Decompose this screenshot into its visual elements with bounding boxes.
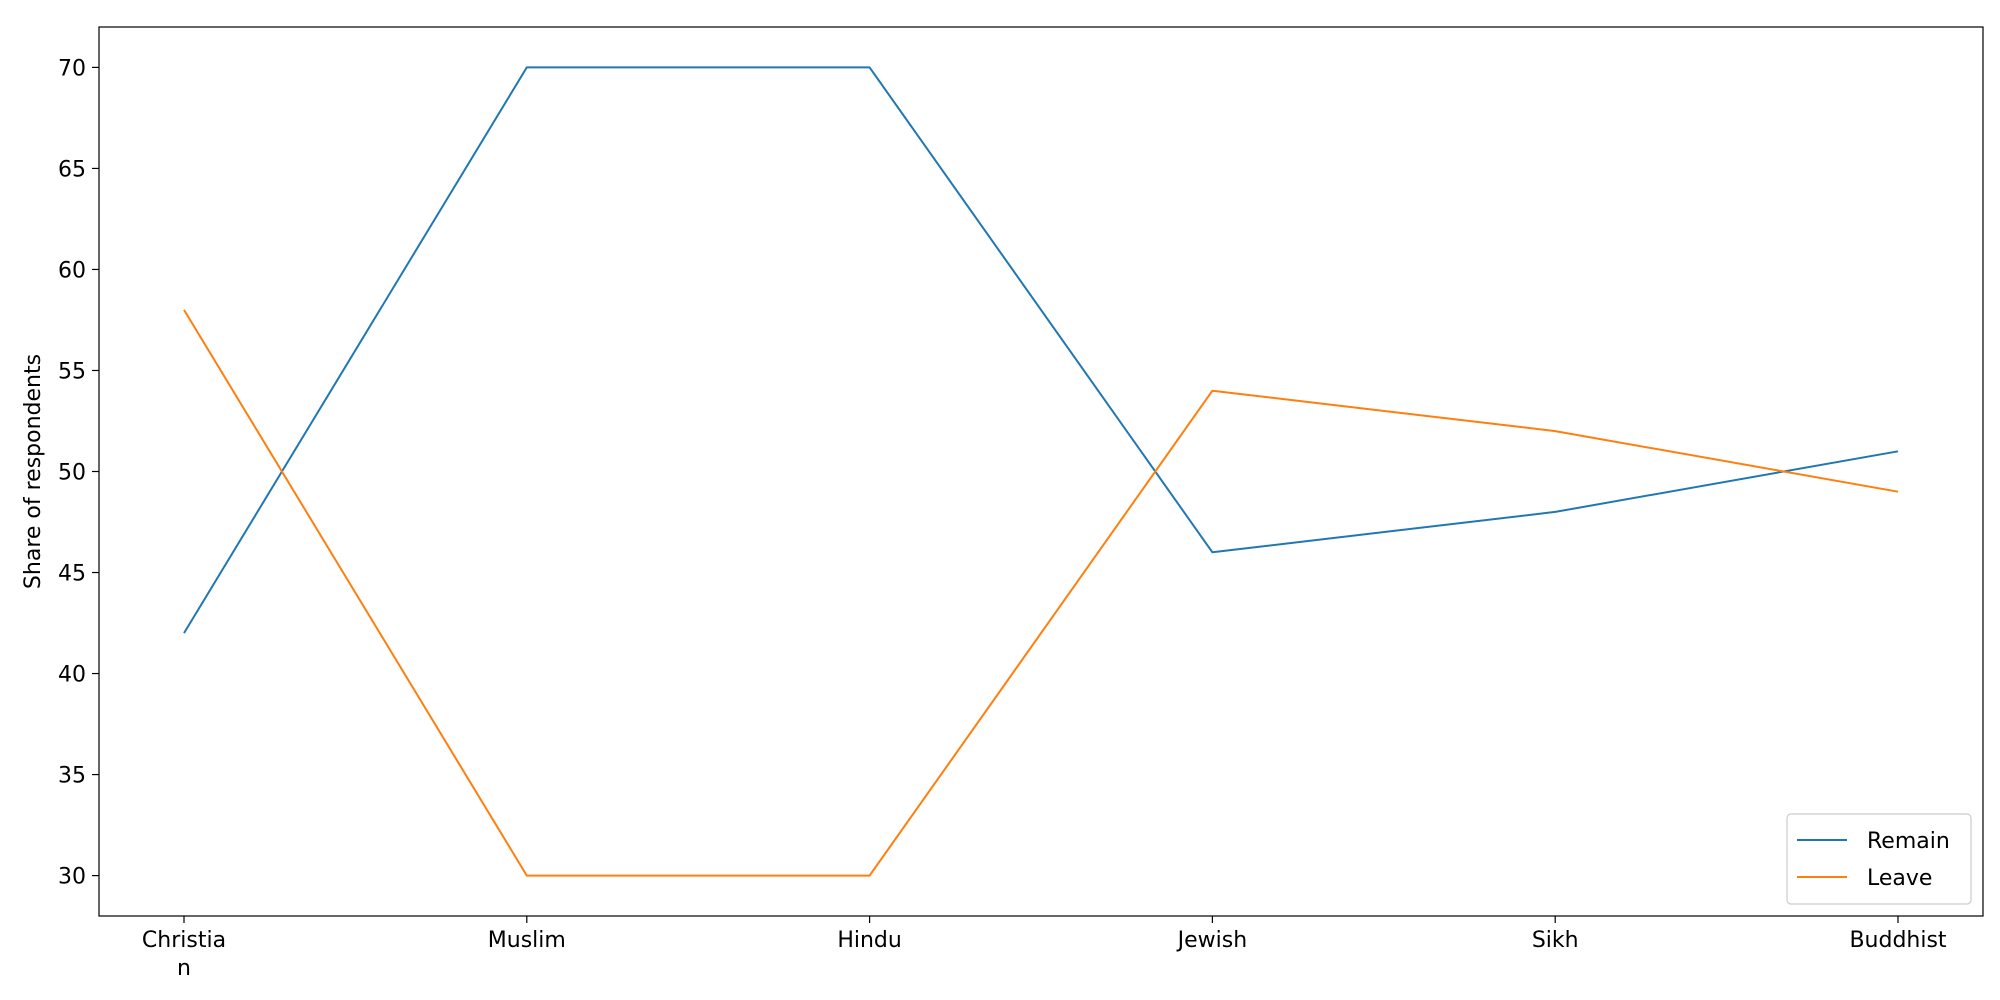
y-tick-label: 40 <box>58 663 86 688</box>
y-tick-label: 45 <box>58 562 86 587</box>
y-axis-title: Share of respondents <box>21 354 46 589</box>
x-tick-label: Buddhist <box>1849 928 1946 953</box>
plot-area <box>98 26 1984 917</box>
legend: Remain Leave <box>1786 813 1972 905</box>
y-tick-label: 60 <box>58 258 86 283</box>
x-axis: Christia n Muslim Hindu Jewish Sikh Buddhist <box>142 916 1947 981</box>
y-tick-label: 35 <box>58 764 86 789</box>
x-tick-label: Jewish <box>1176 928 1248 953</box>
series-line-remain <box>183 66 1899 634</box>
y-axis: 30 35 40 45 50 55 60 65 70 <box>58 56 99 890</box>
x-tick-label: Sikh <box>1532 928 1579 953</box>
y-tick-label: 55 <box>58 359 86 384</box>
x-tick-label: Hindu <box>837 928 902 953</box>
x-tick-label: Christia n <box>142 928 226 981</box>
legend-label: Remain <box>1867 829 1950 854</box>
y-tick-label: 70 <box>58 56 86 81</box>
legend-box <box>1786 813 1972 905</box>
y-tick-label: 50 <box>58 461 86 486</box>
y-tick-label: 65 <box>58 157 86 182</box>
x-tick-label: Muslim <box>488 928 566 953</box>
series-line-leave <box>183 309 1899 877</box>
y-tick-label: 30 <box>58 865 86 890</box>
series-lines <box>183 66 1899 877</box>
legend-label: Leave <box>1867 866 1932 891</box>
